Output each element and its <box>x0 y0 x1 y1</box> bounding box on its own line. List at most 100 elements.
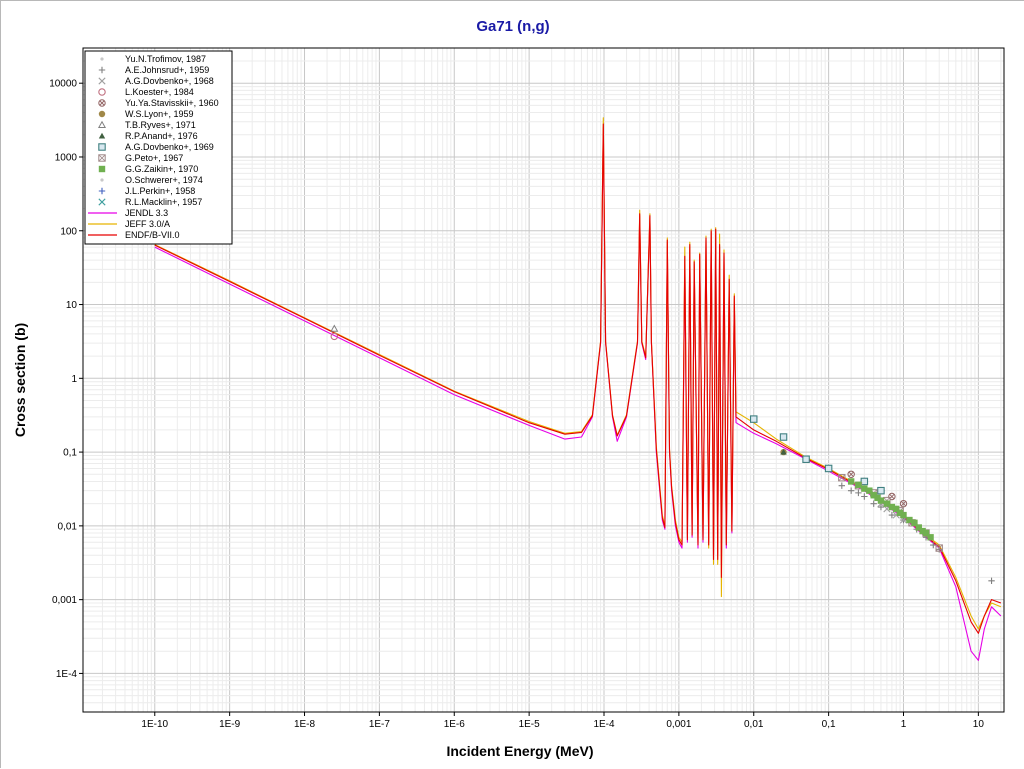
data-point-a-e-johnsrud-1959 <box>877 503 885 511</box>
data-point-a-e-johnsrud-1959 <box>861 493 868 500</box>
legend-swatch-j-l-perkin-1958 <box>98 187 106 195</box>
data-point-g-g-zaikin-1970 <box>927 534 934 541</box>
data-point-a-e-johnsrud-1959 <box>988 577 995 585</box>
data-point-yu-ya-stavisskii-1960 <box>899 499 908 508</box>
y-tick-label: 0,001 <box>52 595 77 606</box>
x-tick-label: 1E-8 <box>294 719 316 730</box>
data-point-g-g-zaikin-1970 <box>877 497 885 504</box>
data-point-g-g-zaikin-1970 <box>893 505 900 513</box>
legend-swatch-r-p-anand-1976 <box>98 132 106 139</box>
x-tick-label: 1 <box>901 719 907 730</box>
x-tick-label: 1E-9 <box>219 719 241 730</box>
legend-label: Yu.N.Trofimov, 1987 <box>125 54 206 64</box>
y-tick-label: 1E-4 <box>56 669 78 680</box>
x-axis-label: Incident Energy (MeV) <box>446 743 593 759</box>
x-tick-label: 0,01 <box>744 719 764 730</box>
legend-swatch-yu-ya-stavisskii-1960 <box>98 99 106 107</box>
data-point-a-e-johnsrud-1959 <box>838 482 846 489</box>
x-tick-label: 1E-4 <box>593 719 615 730</box>
data-point-g-g-zaikin-1970 <box>861 485 868 492</box>
data-point-g-peto-1967 <box>838 473 846 482</box>
x-tick-label: 1E-7 <box>369 719 391 730</box>
data-point-a-g-dovbenko-1969 <box>824 464 833 473</box>
legend-swatch-l-koester-1984 <box>98 88 106 96</box>
legend-label: Yu.Ya.Stavisskii+, 1960 <box>125 98 219 108</box>
x-tick-label: 0,1 <box>822 719 836 730</box>
data-point-a-g-dovbenko-1969 <box>802 455 810 463</box>
chart-title: Ga71 (n,g) <box>476 18 549 35</box>
legend-label: W.S.Lyon+, 1959 <box>125 109 193 119</box>
legend-swatch-g-g-zaikin-1970 <box>98 165 106 173</box>
data-point-g-g-zaikin-1970 <box>922 529 930 537</box>
data-point-g-g-zaikin-1970 <box>919 527 926 535</box>
data-point-g-g-zaikin-1970 <box>915 524 922 531</box>
data-point-yu-ya-stavisskii-1960 <box>847 470 855 478</box>
legend-label: A.G.Dovbenko+, 1969 <box>125 142 214 152</box>
y-tick-label: 100 <box>60 226 77 237</box>
x-tick-label: 0,001 <box>666 719 691 730</box>
grid <box>83 47 1004 713</box>
data-point-r-p-anand-1976 <box>780 448 787 455</box>
data-point-a-g-dovbenko-1969 <box>877 486 885 495</box>
plot-frame <box>82 47 1005 713</box>
x-tick-label: 1E-10 <box>141 719 168 730</box>
legend-label: R.P.Anand+, 1976 <box>125 131 198 141</box>
y-axis-label: Cross section (b) <box>12 323 28 437</box>
legend-label: L.Koester+, 1984 <box>125 87 194 97</box>
data-point-a-e-johnsrud-1959 <box>870 500 877 507</box>
x-tick-label: 1E-6 <box>444 719 466 730</box>
legend-label: A.G.Dovbenko+, 1968 <box>125 76 214 86</box>
legend-swatch-a-g-dovbenko-1969 <box>98 143 106 151</box>
legend-label: J.L.Perkin+, 1958 <box>125 186 195 196</box>
data-point-g-g-zaikin-1970 <box>900 511 907 519</box>
legend-swatch-g-peto-1967 <box>98 154 106 162</box>
data-point-l-koester-1984 <box>330 332 339 341</box>
y-tick-label: 1000 <box>55 152 78 163</box>
legend-swatch-a-g-dovbenko-1968 <box>98 77 106 85</box>
data-point-g-g-zaikin-1970 <box>888 503 896 511</box>
data-point-g-g-zaikin-1970 <box>855 481 862 489</box>
data-point-g-g-zaikin-1970 <box>866 487 873 494</box>
legend-box <box>84 50 233 245</box>
legend-label: G.G.Zaikin+, 1970 <box>125 164 198 174</box>
legend-label: A.E.Johnsrud+, 1959 <box>125 65 209 75</box>
axis-ticks: 1E-10 1E-9 1E-8 1E-7 1E-6 1E-5 1E-4 0,001 0,01 0,… <box>49 79 984 730</box>
y-tick-label: 1 <box>71 374 77 385</box>
marker-layer <box>330 324 995 585</box>
data-point-g-g-zaikin-1970 <box>911 519 918 527</box>
legend-label: JEFF 3.0/A <box>125 219 170 229</box>
legend-swatch-t-b-ryves-1971 <box>97 120 107 129</box>
data-point-a-e-johnsrud-1959 <box>930 541 937 549</box>
data-point-g-g-zaikin-1970 <box>896 509 904 517</box>
x-tick-label: 1E-5 <box>519 719 541 730</box>
data-point-a-e-johnsrud-1959 <box>847 487 855 494</box>
legend-label: T.B.Ryves+, 1971 <box>125 120 196 130</box>
legend-swatch-w-s-lyon-1959 <box>98 110 106 118</box>
y-tick-label: 0,1 <box>63 448 77 459</box>
y-tick-label: 0,01 <box>58 521 78 532</box>
data-point-t-b-ryves-1971 <box>330 324 339 332</box>
legend-label: R.L.Macklin+, 1957 <box>125 197 202 207</box>
data-point-a-e-johnsrud-1959 <box>888 511 896 519</box>
data-point-g-g-zaikin-1970 <box>870 492 877 499</box>
legend-swatch-a-e-johnsrud-1959 <box>98 66 106 74</box>
data-point-a-g-dovbenko-1969 <box>860 477 869 486</box>
legend-swatch-yu-n-trofimov-1987 <box>100 57 104 61</box>
data-point-g-g-zaikin-1970 <box>874 494 881 502</box>
data-point-a-g-dovbenko-1969 <box>749 415 758 423</box>
data-point-g-g-zaikin-1970 <box>906 516 913 524</box>
legend-label: O.Schwerer+, 1974 <box>125 175 203 185</box>
data-point-g-g-zaikin-1970 <box>847 478 855 485</box>
y-tick-label: 10000 <box>49 79 77 90</box>
x-tick-label: 10 <box>973 719 985 730</box>
data-point-g-peto-1967 <box>935 544 943 552</box>
legend-label: ENDF/B-VII.0 <box>125 230 180 240</box>
data-point-g-g-zaikin-1970 <box>883 500 891 507</box>
data-point-a-g-dovbenko-1969 <box>779 433 788 441</box>
legend-label: JENDL 3.3 <box>125 208 168 218</box>
y-tick-label: 10 <box>66 300 78 311</box>
data-point-a-e-johnsrud-1959 <box>855 489 862 497</box>
